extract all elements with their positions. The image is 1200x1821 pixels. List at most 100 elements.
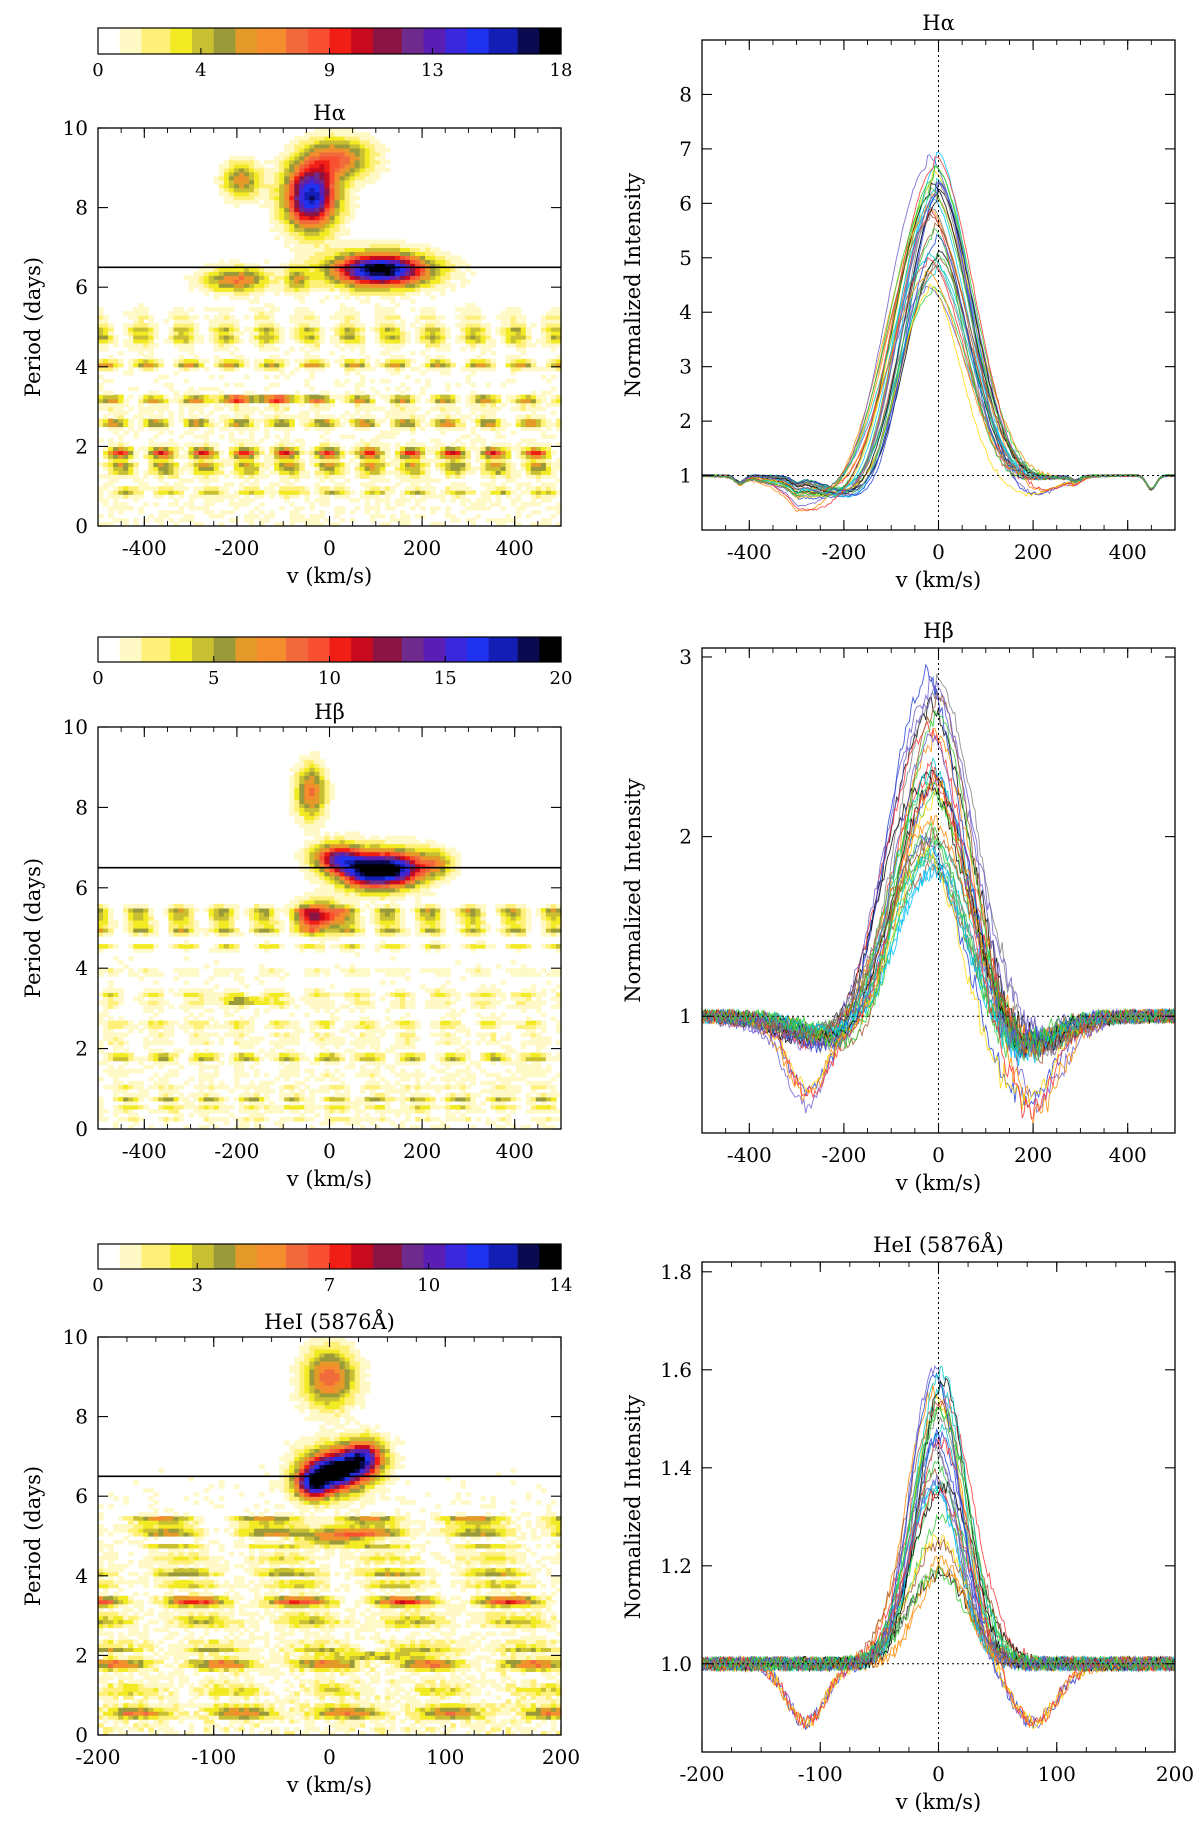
heatmap-cell	[208, 410, 215, 416]
heatmap-cell	[203, 366, 210, 372]
heatmap-cell	[113, 1124, 119, 1130]
heatmap-cell	[354, 410, 361, 416]
heatmap-cell	[545, 434, 552, 440]
heatmap-cell	[329, 450, 336, 455]
heatmap-cell	[198, 1112, 205, 1118]
heatmap-cell	[334, 327, 341, 332]
heatmap-cell	[324, 199, 331, 205]
heatmap-cell	[294, 446, 300, 451]
heatmap-cell	[430, 490, 436, 495]
heatmap-cell	[349, 167, 356, 173]
heatmap-cell	[374, 175, 381, 181]
heatmap-cell	[208, 418, 215, 424]
heatmap-cell	[545, 1124, 552, 1130]
heatmap-cell	[349, 330, 356, 336]
heatmap-cell	[299, 295, 305, 300]
heatmap-cell	[173, 1108, 180, 1114]
heatmap-cell	[233, 187, 240, 193]
heatmap-cell	[450, 486, 456, 491]
heatmap-cell	[475, 338, 482, 344]
heatmap-cell	[550, 514, 557, 519]
heatmap-cell	[254, 454, 260, 459]
heatmap-cell	[153, 486, 159, 491]
heatmap-cell	[314, 223, 321, 229]
heatmap-cell	[440, 490, 446, 495]
heatmap-cell	[359, 390, 366, 396]
heatmap-cell	[445, 259, 451, 264]
chart-0-colorbar-swatch	[271, 28, 280, 54]
heatmap-cell	[540, 482, 547, 487]
heatmap-cell	[289, 1116, 295, 1122]
heatmap-cell	[415, 243, 421, 248]
heatmap-cell	[495, 490, 502, 495]
heatmap-cell	[243, 402, 250, 408]
heatmap-cell	[309, 406, 315, 412]
heatmap-cell	[128, 466, 134, 471]
heatmap-cell	[339, 382, 346, 388]
heatmap-cell	[379, 147, 386, 153]
heatmap-cell	[364, 267, 371, 272]
heatmap-cell	[233, 171, 240, 177]
heatmap-cell	[364, 450, 371, 455]
heatmap-cell	[228, 279, 235, 284]
heatmap-cell	[294, 1096, 300, 1102]
heatmap-cell	[289, 231, 295, 237]
heatmap-cell	[369, 398, 376, 404]
heatmap-cell	[259, 346, 265, 352]
heatmap-cell	[208, 494, 215, 499]
heatmap-cell	[379, 466, 386, 471]
heatmap-cell	[153, 390, 159, 396]
heatmap-cell	[410, 490, 416, 495]
heatmap-cell	[314, 171, 321, 177]
heatmap-cell	[349, 1104, 356, 1110]
heatmap-cell	[369, 422, 376, 428]
heatmap-cell	[279, 370, 285, 376]
heatmap-cell	[349, 215, 356, 221]
heatmap-cell	[309, 514, 315, 519]
heatmap-cell	[218, 283, 225, 288]
heatmap-cell	[334, 378, 341, 384]
chart-0-y-axis-label: Period (days)	[21, 257, 45, 397]
heatmap-cell	[274, 394, 280, 400]
heatmap-cell	[334, 275, 341, 280]
heatmap-cell	[440, 454, 446, 459]
heatmap-cell	[304, 354, 310, 360]
heatmap-cell	[173, 311, 180, 316]
heatmap-cell	[394, 327, 401, 332]
heatmap-cell	[379, 522, 386, 527]
heatmap-cell	[500, 1116, 507, 1122]
heatmap-cell	[223, 187, 230, 193]
heatmap-cell	[324, 187, 331, 193]
heatmap-cell	[374, 422, 381, 428]
heatmap-cell	[309, 358, 315, 364]
heatmap-cell	[389, 330, 396, 336]
heatmap-cell	[344, 155, 351, 161]
heatmap-cell	[173, 370, 180, 376]
heatmap-cell	[153, 414, 159, 420]
heatmap-cell	[329, 187, 336, 193]
heatmap-cell	[550, 327, 557, 332]
heatmap-cell	[420, 470, 426, 475]
heatmap-cell	[284, 171, 290, 177]
heatmap-cell	[379, 474, 386, 479]
heatmap-cell	[304, 231, 310, 237]
heatmap-cell	[465, 330, 472, 336]
heatmap-cell	[208, 334, 215, 340]
heatmap-cell	[460, 434, 466, 440]
heatmap-cell	[279, 215, 285, 221]
heatmap-cell	[208, 1116, 215, 1122]
heatmap-cell	[223, 291, 230, 296]
heatmap-cell	[435, 255, 441, 260]
heatmap-cell	[384, 358, 391, 364]
heatmap-cell	[178, 1096, 185, 1102]
heatmap-cell	[299, 414, 305, 420]
heatmap-cell	[259, 438, 265, 444]
heatmap-cell	[319, 135, 326, 141]
heatmap-cell	[404, 287, 411, 292]
heatmap-cell	[203, 275, 210, 280]
heatmap-cell	[485, 482, 492, 487]
heatmap-cell	[460, 366, 466, 372]
heatmap-cell	[384, 267, 391, 272]
heatmap-cell	[233, 291, 240, 296]
heatmap-cell	[163, 1104, 170, 1110]
